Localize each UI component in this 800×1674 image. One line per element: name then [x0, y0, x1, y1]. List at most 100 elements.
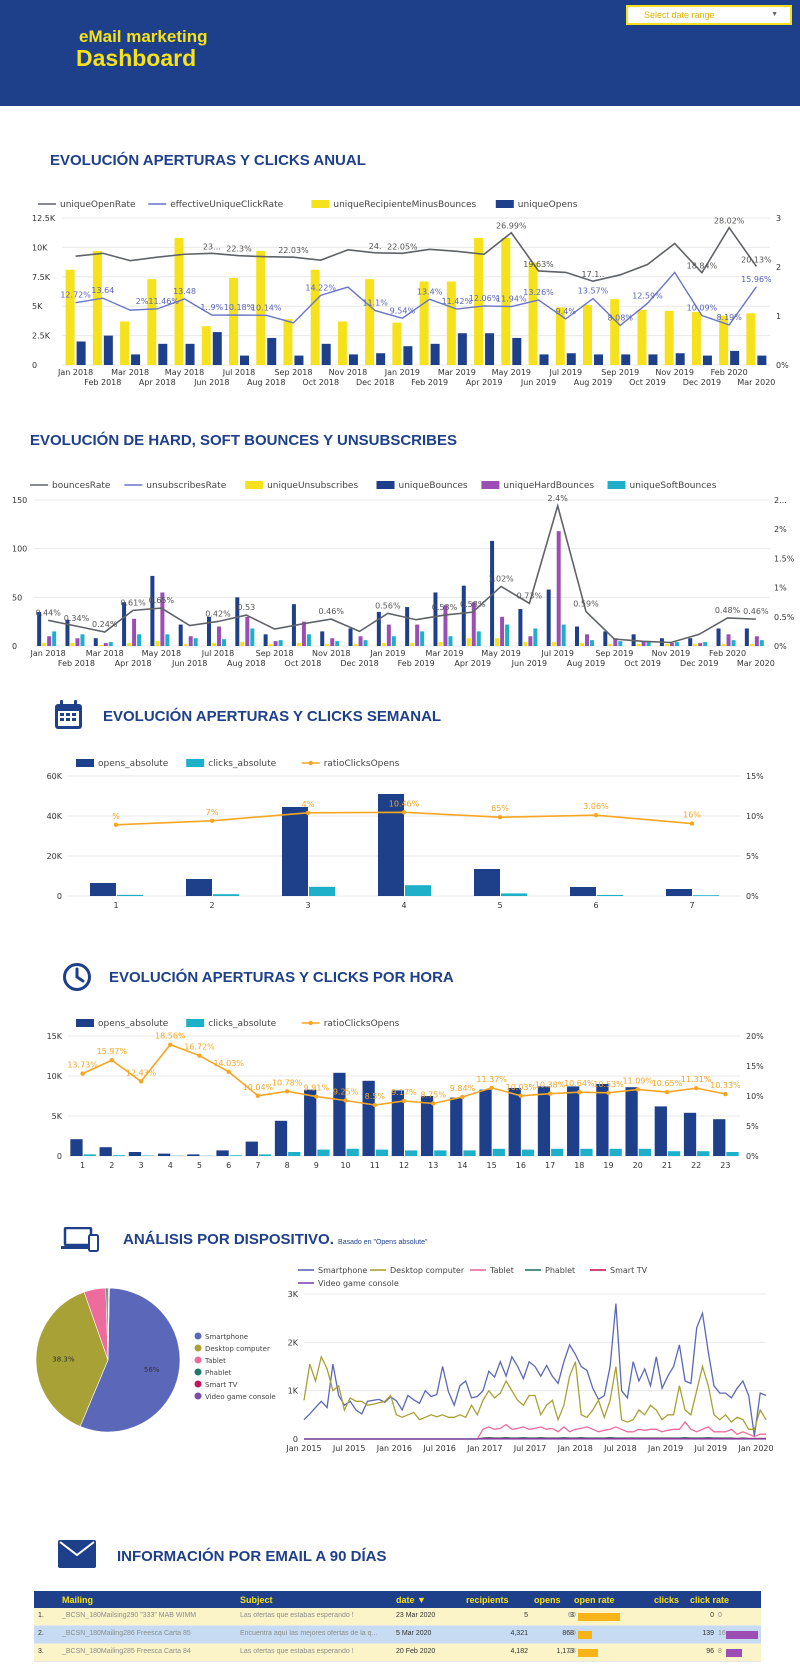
section-title-emails: INFORMACIÓN POR EMAIL A 90 DÍAS — [117, 1548, 387, 1565]
legend-label: uniqueSoftBounces — [630, 481, 717, 491]
x-tick-label: Nov 2018 — [312, 649, 351, 658]
pie-legend-label: Desktop computer — [205, 1345, 270, 1353]
data-label-click-rate: 8.08% — [608, 313, 634, 322]
y-tick-label: 10K — [47, 1072, 63, 1081]
column-header[interactable]: Subject — [240, 1595, 273, 1605]
ratio-point — [168, 1042, 173, 1047]
bar-opens-absolute — [304, 1089, 317, 1156]
x-tick-label: Feb 2018 — [84, 378, 121, 387]
y-tick-label: 15K — [47, 1032, 63, 1041]
bounces-chart: bouncesRate unsubscribesRate uniqueUnsubsc… — [12, 481, 795, 668]
line-unique-open-rate — [75, 226, 758, 283]
section-title-bounces: EVOLUCIÓN DE HARD, SOFT BOUNCES Y UNSUBS… — [30, 432, 457, 449]
data-label-click-rate: 10.18% — [224, 303, 255, 312]
data-label-ratio: % — [112, 812, 120, 821]
bar-bounces — [603, 631, 608, 646]
ratio-point — [138, 1079, 144, 1084]
bar-recipients — [746, 313, 756, 365]
pie-legend-swatch — [194, 1368, 202, 1376]
bar-unsubscribes — [749, 644, 754, 646]
legend-swatch — [186, 1019, 205, 1027]
section-title-weekly: EVOLUCIÓN APERTURAS Y CLICKS SEMANAL — [103, 708, 442, 725]
data-label-bounce-rate: 0.24% — [92, 620, 118, 629]
column-header[interactable]: Mailing — [62, 1595, 93, 1605]
bar-recipients — [610, 299, 620, 365]
bar-opens-absolute — [99, 1147, 112, 1156]
x-tick-label: 23 — [720, 1161, 730, 1170]
bar-opens — [539, 354, 549, 365]
bar-hard-bounces — [698, 643, 703, 646]
bar-recipients — [283, 319, 293, 365]
ratio-point — [226, 1069, 231, 1075]
column-header[interactable]: opens — [534, 1595, 561, 1605]
x-tick-label: Jun 2018 — [171, 659, 207, 668]
column-header[interactable]: date ▼ — [396, 1595, 426, 1605]
bar-opens — [158, 343, 168, 365]
bar-soft-bounces — [731, 640, 736, 646]
column-header[interactable]: clicks — [654, 1595, 680, 1605]
device-timeline-chart: Smartphone Desktop computer Tablet Phablet S… — [285, 1266, 773, 1453]
y-tick-label: 12.5K — [32, 214, 56, 223]
bar-recipients — [201, 326, 211, 365]
bar-opens-absolute — [666, 889, 692, 896]
x-tick-label: 12 — [399, 1161, 409, 1170]
data-label-click-rate: 10.14% — [251, 303, 282, 312]
cell-open-rate-text: 20 — [568, 1630, 576, 1637]
bar-bounces — [490, 540, 495, 646]
x-tick-label: 17 — [545, 1161, 555, 1170]
x-tick-label: Jul 2016 — [422, 1444, 456, 1453]
y-tick-label: 50 — [12, 593, 22, 602]
x-tick-label: Jul 2018 — [603, 1444, 637, 1453]
table-row[interactable]: 1. _BCSN_180Mailsing290 "333" MAB WIMM Las… — [34, 1608, 761, 1626]
ratio-point — [209, 818, 215, 823]
table-row[interactable]: 3. _BCSN_180Mailing285 Freesca Carta 84 La… — [34, 1644, 761, 1662]
data-label-ratio: 15.97% — [97, 1047, 128, 1056]
bar-recipients — [719, 315, 729, 365]
pie-legend-swatch — [194, 1344, 202, 1352]
series-line — [303, 1354, 767, 1430]
data-label-open-rate: 22.05% — [387, 242, 418, 251]
bar-hard-bounces — [160, 592, 165, 646]
pie-legend-label: Video game console — [205, 1393, 276, 1401]
dashboard-title-line1: eMail marketing — [79, 27, 208, 46]
x-tick-label: 11 — [370, 1161, 380, 1170]
column-header[interactable]: click rate — [690, 1595, 730, 1605]
data-label-bounce-rate: 0.61% — [120, 598, 146, 607]
y2-tick-label: 10% — [746, 812, 764, 821]
y2-tick-label: 3 — [776, 214, 781, 223]
data-label-click-rate: 11.42% — [442, 297, 473, 306]
bar-unsubscribes — [212, 643, 216, 646]
data-label-bounce-rate: 0.42% — [205, 609, 231, 618]
bar-clicks-absolute — [288, 1152, 301, 1156]
column-header[interactable]: open rate — [574, 1595, 615, 1605]
bar-recipients — [691, 312, 701, 365]
pie-legend-swatch — [194, 1332, 202, 1340]
bar-opens-absolute — [186, 879, 212, 896]
data-label-ratio: 9.25% — [333, 1088, 359, 1097]
bar-opens — [702, 355, 712, 365]
bar-opens — [512, 337, 522, 365]
cell-recipients: 4,321 — [510, 1630, 528, 1637]
cell-date: 23 Mar 2020 — [396, 1612, 436, 1619]
x-tick-label: Jul 2018 — [201, 649, 235, 658]
data-label-click-rate: 10.09% — [687, 304, 718, 313]
bar-hard-bounces — [641, 641, 646, 646]
column-header[interactable]: recipients — [466, 1595, 509, 1605]
date-range-select[interactable]: Select date range ▼ — [626, 5, 792, 25]
table-row[interactable]: 2. _BCSN_180Mailing286 Freesca Carta 85 En… — [34, 1626, 761, 1644]
bar-recipients — [337, 321, 347, 365]
x-tick-label: Jul 2019 — [548, 368, 582, 377]
bar-clicks-absolute — [638, 1148, 652, 1156]
bar-opens-absolute — [450, 1097, 463, 1156]
bar-clicks-absolute — [434, 1150, 447, 1156]
bar-unsubscribes — [296, 643, 301, 646]
x-tick-label: 9 — [314, 1161, 319, 1170]
bar-unsubscribes — [495, 638, 500, 646]
data-label-click-rate: 14.22% — [305, 283, 336, 292]
bar-hard-bounces — [613, 638, 618, 646]
section-title-annual: EVOLUCIÓN APERTURAS Y CLICKS ANUAL — [50, 152, 366, 169]
legend-swatch — [245, 481, 264, 489]
ratio-point — [284, 1089, 290, 1094]
data-label-click-rate: 11.1% — [362, 299, 388, 308]
dashboard-header: eMail marketing Dashboard Select date ra… — [0, 0, 800, 106]
